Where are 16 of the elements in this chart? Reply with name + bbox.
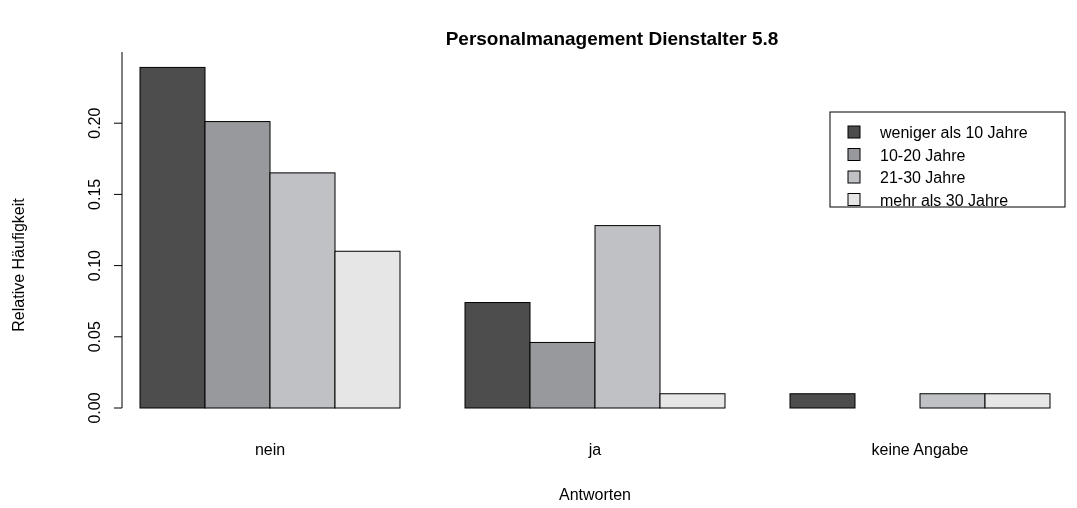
y-tick-label: 0.00 bbox=[86, 392, 103, 424]
legend-label: 21-30 Jahre bbox=[880, 169, 966, 186]
y-tick-label: 0.20 bbox=[86, 107, 103, 139]
x-tick-label: ja bbox=[587, 441, 602, 458]
y-tick-label: 0.05 bbox=[86, 321, 103, 353]
y-axis-title: Relative Häufigkeit bbox=[10, 197, 27, 332]
legend-label: mehr als 30 Jahre bbox=[880, 191, 1009, 209]
bar bbox=[789, 393, 856, 409]
legend-label: 10-20 Jahre bbox=[880, 146, 966, 164]
y-tick-label: 0.10 bbox=[86, 249, 103, 282]
chart-title: Personalmanagement Dienstalter 5.8 bbox=[445, 28, 779, 49]
legend-label: weniger als 10 Jahre bbox=[879, 124, 1028, 141]
x-tick-label: keine Angabe bbox=[871, 441, 969, 458]
y-tick-label: 0.15 bbox=[86, 178, 103, 210]
x-axis-title: Antworten bbox=[558, 486, 632, 503]
x-tick-label: nein bbox=[254, 441, 286, 458]
